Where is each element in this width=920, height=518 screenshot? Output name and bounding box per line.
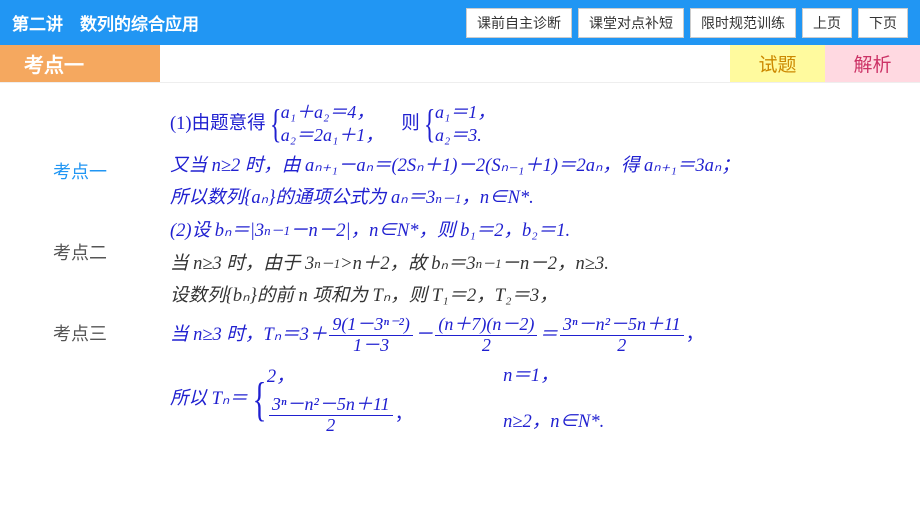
case-2a: a₁＝1，: [435, 101, 495, 124]
den: 2: [323, 416, 338, 436]
line-1: (1)由题意得 { a₁＋a₂＝4， a₂＝2a₁＋1， 则 { a₁＝1， a…: [170, 101, 898, 148]
sidebar-item-1[interactable]: 考点一: [53, 158, 107, 184]
line-2: 又当 n≥2 时，由 aₙ₊₁－aₙ＝(2Sₙ＋1)－2(Sₙ₋₁＋1)＝2aₙ…: [170, 152, 898, 181]
text: (1)由题意得: [170, 110, 266, 139]
den: 2: [614, 336, 629, 356]
text: 所以 Tₙ＝: [170, 385, 248, 414]
sup: n－1: [264, 221, 290, 241]
line-6: 设数列{bₙ}的前 n 项和为 Tₙ，则 T₁＝2，T₂＝3，: [170, 282, 898, 311]
text: 则: [401, 110, 420, 139]
frac-3: 3ⁿ－n²－5n＋11 2: [560, 315, 684, 356]
num: (n＋7)(n－2): [435, 315, 537, 336]
nav-next[interactable]: 下页: [858, 8, 908, 38]
cases-1: { a₁＋a₂＝4， a₂＝2a₁＋1，: [266, 101, 384, 148]
line-3: 所以数列{aₙ}的通项公式为 aₙ＝3n－1，n∈N*.: [170, 184, 898, 213]
line-8: 所以 Tₙ＝ { 2， 3ⁿ－n²－5n＋11 2 ， n＝1， n≥2，n∈N: [170, 362, 898, 437]
num: 3ⁿ－n²－5n＋11: [269, 395, 393, 416]
main-tab[interactable]: 考点一: [0, 45, 160, 82]
piecewise: { 2， 3ⁿ－n²－5n＋11 2 ， n＝1， n≥2，n∈N*.: [248, 362, 604, 437]
den: 2: [479, 336, 494, 356]
text: －: [415, 321, 434, 350]
pw-cond-2: n≥2，n∈N*.: [503, 408, 604, 437]
top-bar: 第二讲 数列的综合应用 课前自主诊断 课堂对点补短 限时规范训练 上页 下页: [0, 0, 920, 45]
text: ＝: [539, 321, 558, 350]
sidebar-item-2[interactable]: 考点二: [53, 239, 107, 265]
num: 9(1－3ⁿ⁻²): [329, 315, 413, 336]
line-4: (2)设 bₙ＝|3n－1－n－2|，n∈N*，则 b₁＝2，b₂＝1.: [170, 217, 898, 246]
pw-1: 2，: [267, 363, 295, 392]
nav-prev[interactable]: 上页: [802, 8, 852, 38]
tab-question[interactable]: 试题: [730, 45, 825, 82]
body: 考点一 考点二 考点三 (1)由题意得 { a₁＋a₂＝4， a₂＝2a₁＋1，…: [0, 83, 920, 518]
case-1b: a₂＝2a₁＋1，: [281, 124, 384, 147]
num: 3ⁿ－n²－5n＋11: [560, 315, 684, 336]
nav-supplement[interactable]: 课堂对点补短: [578, 8, 684, 38]
text: ，: [395, 401, 414, 430]
text: －n－2|，n∈N*，则 b₁＝2，b₂＝1.: [290, 217, 570, 246]
pw-frac: 3ⁿ－n²－5n＋11 2: [269, 395, 393, 436]
text: >n＋2，故 bₙ＝3: [340, 250, 475, 279]
sup: n－1: [476, 254, 502, 274]
line-5: 当 n≥3 时，由于 3n－1>n＋2，故 bₙ＝3n－1－n－2，n≥3.: [170, 250, 898, 279]
sup: n－1: [314, 254, 340, 274]
solution-content: (1)由题意得 { a₁＋a₂＝4， a₂＝2a₁＋1， 则 { a₁＝1， a…: [160, 83, 920, 518]
sidebar-item-3[interactable]: 考点三: [53, 320, 107, 346]
text: 当 n≥3 时，由于 3: [170, 250, 314, 279]
tab-spacer: [160, 45, 730, 82]
nav-training[interactable]: 限时规范训练: [690, 8, 796, 38]
sidebar: 考点一 考点二 考点三: [0, 83, 160, 518]
tab-answer[interactable]: 解析: [825, 45, 920, 82]
text: ，: [686, 321, 705, 350]
tab-bar: 考点一 试题 解析: [0, 45, 920, 83]
text: (2)设 bₙ＝|3: [170, 217, 264, 246]
line-7: 当 n≥3 时，Tₙ＝3＋ 9(1－3ⁿ⁻²) 1－3 － (n＋7)(n－2)…: [170, 315, 898, 356]
text: ，n∈N*.: [461, 184, 533, 213]
top-nav: 课前自主诊断 课堂对点补短 限时规范训练 上页 下页: [466, 8, 908, 38]
text: 所以数列{aₙ}的通项公式为 aₙ＝3: [170, 184, 435, 213]
pw-cond-1: n＝1，: [503, 362, 559, 391]
sup: n－1: [435, 189, 461, 209]
cases-2: { a₁＝1， a₂＝3.: [420, 101, 495, 148]
case-2b: a₂＝3.: [435, 124, 495, 147]
case-1a: a₁＋a₂＝4，: [281, 101, 384, 124]
lecture-title: 第二讲 数列的综合应用: [12, 10, 199, 35]
frac-1: 9(1－3ⁿ⁻²) 1－3: [329, 315, 413, 356]
den: 1－3: [350, 336, 392, 356]
nav-diagnose[interactable]: 课前自主诊断: [466, 8, 572, 38]
text: 当 n≥3 时，Tₙ＝3＋: [170, 321, 327, 350]
text: －n－2，n≥3.: [502, 250, 609, 279]
frac-2: (n＋7)(n－2) 2: [435, 315, 537, 356]
